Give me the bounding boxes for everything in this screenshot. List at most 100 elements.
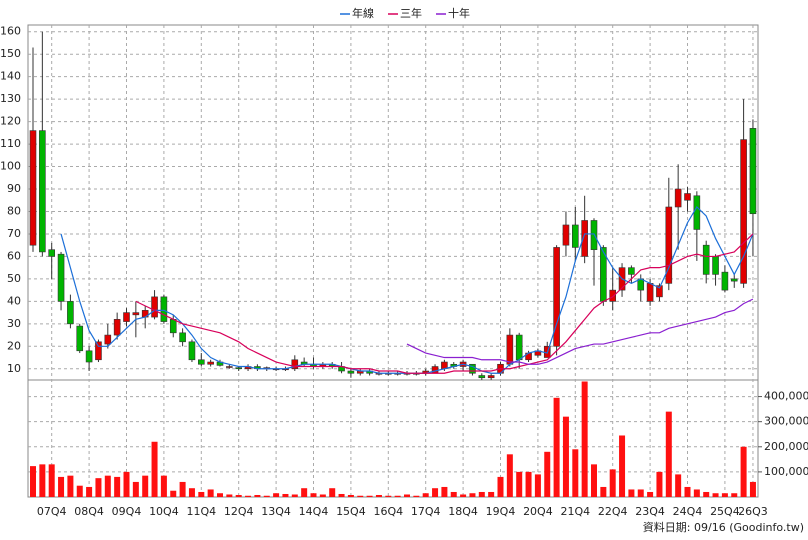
volume-bar (310, 493, 317, 497)
candle-body (609, 289, 617, 302)
volume-bar (48, 464, 55, 497)
candle-body (506, 334, 514, 365)
x-tick-label: 07Q4 (37, 505, 67, 518)
x-tick-label: 13Q4 (261, 505, 291, 518)
volume-bar (600, 486, 607, 497)
volume-bar (282, 493, 289, 497)
volume-bar (338, 493, 345, 497)
candle-body (712, 256, 719, 275)
footnote: 資料日期: 09/16 (Goodinfo.tw) (643, 520, 804, 534)
volume-bar (207, 489, 214, 497)
volume-bar (460, 494, 467, 497)
volume-bar (160, 475, 167, 497)
volume-bar (95, 478, 102, 497)
volume-bar (329, 488, 336, 497)
volume-bar (142, 475, 149, 497)
volume-bar (114, 476, 121, 497)
candle-body (291, 359, 299, 370)
candle-body (646, 283, 654, 302)
x-tick-label: 23Q4 (635, 505, 665, 518)
volume-bar (179, 481, 186, 497)
volume-bar (637, 489, 644, 497)
volume-bar (404, 494, 410, 497)
candle-body (637, 278, 645, 291)
volume-bar (188, 488, 195, 497)
y-tick-label: 90 (7, 182, 21, 195)
y-tick-label: 80 (7, 204, 21, 217)
volume-bar (497, 476, 504, 497)
volume-bar (254, 494, 261, 497)
x-tick-label: 12Q4 (224, 505, 254, 518)
y-tick-label: 130 (0, 92, 21, 105)
volume-bar (198, 491, 205, 497)
volume-bar (319, 494, 326, 497)
candle-body (469, 363, 476, 374)
volume-bar (291, 494, 298, 497)
volume-bar (488, 491, 495, 497)
volume-bar (684, 486, 691, 497)
candle-body (553, 247, 560, 347)
volume-bar (534, 474, 541, 497)
volume-bar (562, 416, 569, 497)
volume-bar (86, 486, 93, 497)
volume-bar (441, 486, 448, 497)
candle-body (347, 370, 355, 374)
y-tick-label: 70 (7, 227, 21, 240)
candle-body (235, 367, 242, 370)
volume-bar (273, 493, 280, 497)
y2-tick-label: 100,000 (764, 465, 808, 478)
x-tick-label: 22Q4 (598, 505, 628, 518)
candle-body (628, 267, 635, 275)
volume-bar (712, 493, 719, 497)
x-tick-label: 08Q4 (74, 505, 104, 518)
y-tick-label: 50 (7, 272, 21, 285)
candle-body (693, 195, 701, 230)
candle-body (113, 319, 121, 336)
volume-bar (385, 495, 392, 497)
volume-bar (263, 495, 270, 497)
candle-body (749, 128, 757, 215)
volume-bar (151, 441, 158, 497)
candle-body (740, 139, 747, 284)
candle-body (431, 366, 439, 374)
volume-bar (375, 494, 382, 497)
candle-body (39, 130, 46, 253)
candle-body (179, 332, 186, 343)
candle-body (132, 312, 140, 316)
candle-body (478, 375, 486, 379)
plot-frame (27, 24, 759, 498)
volume-bar (525, 471, 532, 497)
candle-body (207, 361, 214, 365)
volume-bar (226, 494, 233, 497)
candle-body (188, 341, 196, 361)
volume-bar (703, 491, 710, 497)
candle-body (721, 271, 729, 291)
y2-tick-label: 200,000 (764, 440, 808, 453)
volume-bar (432, 488, 439, 497)
x-tick-label: 20Q4 (523, 505, 553, 518)
candle-body (656, 285, 663, 298)
volume-bar (619, 435, 626, 497)
x-tick-label: 10Q4 (149, 505, 179, 518)
ma-line (135, 233, 754, 374)
volume-bar (581, 381, 588, 497)
candle-body (684, 193, 691, 201)
volume-bar (58, 476, 65, 497)
volume-bar (731, 493, 738, 497)
volume-bar (413, 495, 420, 497)
candle-body (67, 301, 74, 325)
volume-bar (516, 471, 523, 497)
y-tick-label: 150 (0, 47, 21, 60)
candle-body (76, 325, 84, 352)
x-tick-label: 21Q4 (560, 505, 590, 518)
legend-label: 十年 (448, 6, 470, 20)
volume-bar (721, 493, 728, 497)
y-tick-label: 140 (0, 70, 21, 83)
volume-bar (628, 489, 635, 497)
volume-bar (647, 491, 654, 497)
volume-bar (235, 494, 242, 497)
x-tick-label: 17Q4 (411, 505, 441, 518)
volume-bar (656, 471, 663, 497)
candle-body (85, 350, 93, 363)
